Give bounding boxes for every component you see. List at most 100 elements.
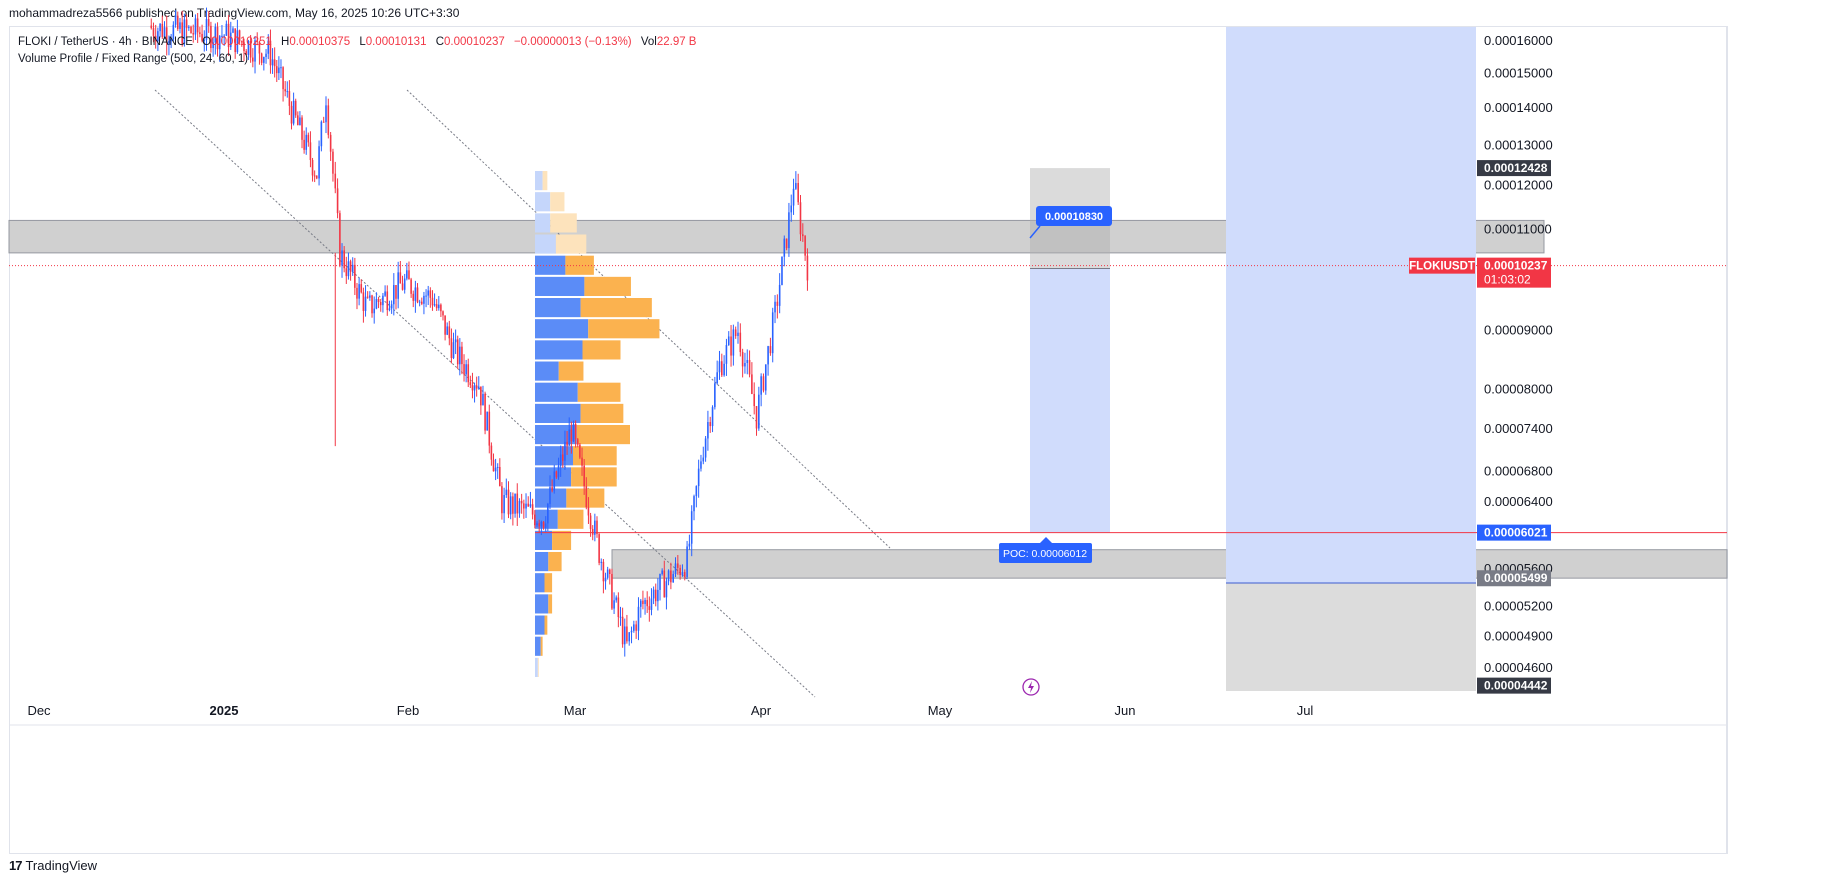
- candle-body: [520, 500, 523, 504]
- x-axis-tick-label: 2025: [210, 703, 239, 718]
- candle-body: [278, 67, 280, 74]
- x-axis-tick-label: Jul: [1297, 703, 1314, 718]
- price-tag-12428-box[interactable]: [1477, 160, 1551, 177]
- candle-body: [358, 284, 360, 299]
- candle-body: [325, 105, 327, 123]
- candle-body: [523, 503, 525, 509]
- candle-body: [540, 521, 543, 527]
- candle-body: [534, 514, 536, 526]
- candle-body: [591, 528, 594, 535]
- candle-body: [700, 461, 702, 469]
- candle-body: [785, 238, 788, 249]
- price-tag-4442-text: 0.00004442: [1484, 679, 1548, 693]
- candle-body: [168, 41, 170, 44]
- x-axis-tick-label: May: [928, 703, 953, 718]
- candle-body: [410, 279, 412, 294]
- y-axis-tick-label: 0.00016000: [1484, 33, 1553, 48]
- candle-body: [254, 40, 256, 62]
- candle-body: [615, 597, 618, 601]
- indicator-title[interactable]: Volume Profile / Fixed Range (500, 24, 6…: [18, 53, 249, 65]
- y-axis-tick-label: 0.00005200: [1484, 598, 1553, 613]
- candle-body: [339, 213, 341, 266]
- candle-body: [408, 270, 410, 280]
- candle-body: [327, 105, 330, 135]
- countdown-text: 01:03:02: [1484, 273, 1531, 287]
- current-price-tag-box[interactable]: [1477, 257, 1551, 288]
- lightning-icon[interactable]: [1022, 678, 1040, 696]
- poc-label-box[interactable]: [999, 543, 1092, 563]
- tp-label-pointer: [1029, 225, 1041, 239]
- position-stop-area[interactable]: [1030, 268, 1110, 533]
- price-tag-6021-box[interactable]: [1477, 524, 1551, 541]
- candle-body: [161, 23, 164, 37]
- open-value: 0.00010251: [211, 36, 272, 48]
- candle-body: [442, 311, 444, 316]
- candle-body: [525, 503, 527, 509]
- candle-body: [406, 270, 408, 279]
- candle-body: [484, 393, 486, 431]
- date-range-blue-area[interactable]: [1226, 27, 1476, 583]
- y-axis-tick-label: 0.00006400: [1484, 494, 1553, 509]
- tradingview-brand[interactable]: 17 TradingView: [9, 858, 97, 873]
- candle-body: [572, 423, 575, 442]
- candle-body: [373, 308, 376, 314]
- candle-body: [218, 36, 221, 50]
- candle-body: [282, 67, 284, 90]
- candle-body: [265, 53, 267, 57]
- candle-body: [269, 40, 272, 66]
- candle-body: [568, 429, 571, 446]
- candle-body: [377, 298, 380, 303]
- candle-body: [792, 188, 795, 206]
- candle-body: [273, 59, 276, 67]
- candle-body: [341, 250, 343, 266]
- date-range-grey-area[interactable]: [1226, 583, 1476, 691]
- candle-body: [232, 28, 234, 33]
- channel-upper-line[interactable]: [406, 89, 891, 549]
- candle-body: [697, 468, 700, 487]
- candle-body: [471, 384, 474, 391]
- candle-body: [730, 336, 732, 356]
- candle-body: [456, 339, 459, 365]
- volume-profile-down-bar: [566, 488, 605, 508]
- x-axis-tick-label: Dec: [27, 703, 51, 718]
- candle-body: [688, 543, 691, 547]
- candle-body: [790, 205, 793, 213]
- candle-body: [751, 374, 753, 394]
- candle-body: [433, 304, 436, 306]
- candle-body: [516, 493, 519, 514]
- volume-profile-down-bar: [552, 530, 572, 550]
- candle-body: [739, 332, 742, 353]
- tp-label-box[interactable]: [1036, 206, 1112, 226]
- candle-body: [744, 362, 746, 367]
- candle-body: [243, 42, 245, 52]
- candle-body: [183, 19, 186, 44]
- candle-body: [294, 100, 297, 116]
- candle-body: [322, 121, 325, 123]
- price-tag-5499-box[interactable]: [1477, 570, 1551, 587]
- support-zone[interactable]: [611, 549, 1728, 579]
- volume-profile-down-bar: [580, 403, 624, 423]
- candle-body: [459, 346, 461, 365]
- candle-body: [369, 295, 371, 298]
- candle-body: [734, 329, 737, 337]
- candle-body: [716, 372, 718, 384]
- symbol-title[interactable]: FLOKI / TetherUS · 4h · BINANCE: [18, 36, 193, 48]
- candle-body: [621, 616, 624, 645]
- candle-body: [799, 202, 802, 235]
- candle-body: [320, 121, 323, 147]
- candle-body: [212, 42, 214, 49]
- candle-body: [732, 329, 735, 356]
- symbol-tag-box[interactable]: [1409, 257, 1475, 274]
- candle-body: [613, 600, 615, 609]
- volume-profile-up-bar: [535, 425, 577, 445]
- candle-body: [594, 520, 596, 535]
- poc-label-arrow: [1040, 537, 1052, 543]
- candle-body: [412, 293, 415, 301]
- price-tag-4442-box[interactable]: [1477, 677, 1551, 694]
- candle-body: [604, 577, 607, 582]
- volume-profile-down-bar: [582, 340, 621, 360]
- x-axis-tick-label: Feb: [397, 703, 419, 718]
- candle-body: [674, 563, 677, 575]
- candle-body: [435, 304, 438, 309]
